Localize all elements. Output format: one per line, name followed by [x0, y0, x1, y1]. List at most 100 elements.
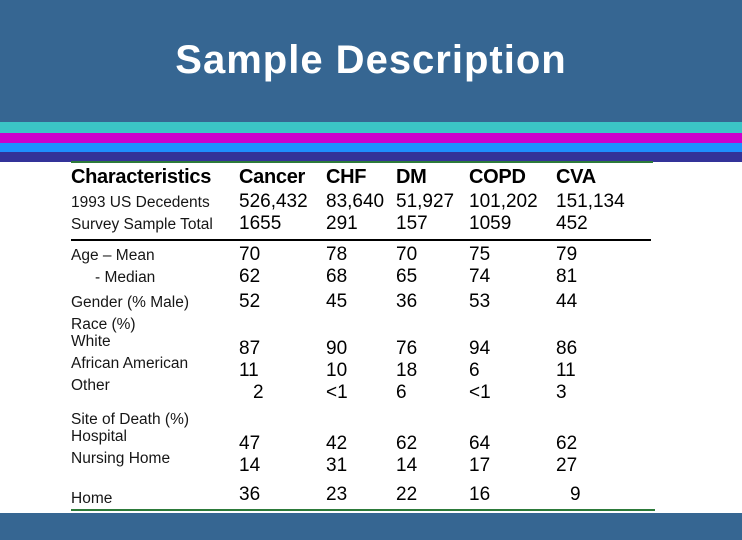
table-row: 1993 US Decedents 526,432 83,640 51,927 101,…: [71, 191, 671, 213]
cell-value: 62: [396, 433, 418, 454]
column-header-copd: COPD: [469, 166, 526, 188]
column-header-cancer: Cancer: [239, 166, 306, 188]
column-header-chf: CHF: [326, 166, 367, 188]
cell-value: 62: [239, 266, 261, 287]
accent-stripe-teal: [0, 122, 742, 133]
table-row: Race (%): [71, 316, 671, 338]
column-header-cva: CVA: [556, 166, 596, 188]
accent-stripe-navy: [0, 152, 742, 162]
cell-value: 64: [469, 433, 491, 454]
cell-value: <1: [326, 382, 348, 403]
cell-value: 52: [239, 291, 261, 312]
row-label: Race (%): [71, 316, 136, 333]
cell-value: 526,432: [239, 191, 308, 212]
cell-value: 10: [326, 360, 348, 381]
title-band: Sample Description: [0, 0, 742, 122]
footer-band: [0, 513, 742, 540]
table-body: 1993 US Decedents 526,432 83,640 51,927 101,…: [71, 191, 671, 507]
cell-value: 86: [556, 338, 578, 359]
table-row: Survey Sample Total 1655 291 157 1059 452: [71, 213, 671, 235]
table-row: Gender (% Male) 52 45 36 53 44: [71, 291, 671, 313]
cell-value: 6: [469, 360, 480, 381]
row-label: Gender (% Male): [71, 294, 190, 311]
cell-value: 78: [326, 244, 348, 265]
cell-value: 90: [326, 338, 348, 359]
row-label: Age – Mean: [71, 247, 155, 264]
cell-value: 22: [396, 484, 418, 505]
cell-value: 14: [396, 455, 418, 476]
accent-stripe-magenta: [0, 133, 742, 143]
cell-value: <1: [469, 382, 491, 403]
table-row: Nursing Home 14 31 14 17 27: [71, 450, 671, 477]
cell-value: 31: [326, 455, 348, 476]
table-header-row: Characteristics Cancer CHF DM COPD CVA: [71, 166, 671, 189]
cell-value: 16: [469, 484, 491, 505]
column-header-characteristics: Characteristics: [71, 166, 212, 188]
cell-value: 45: [326, 291, 348, 312]
table-row: Site of Death (%): [71, 411, 671, 433]
cell-value: 151,134: [556, 191, 625, 212]
cell-value: 14: [239, 455, 261, 476]
row-label: African American: [71, 355, 189, 372]
cell-value: 6: [396, 382, 407, 403]
cell-value: 83,640: [326, 191, 385, 212]
cell-value: 23: [326, 484, 348, 505]
cell-value: 3: [556, 382, 567, 403]
cell-value: 101,202: [469, 191, 538, 212]
cell-value: 70: [396, 244, 418, 265]
row-label: Hospital: [71, 428, 127, 445]
cell-value: 62: [556, 433, 578, 454]
cell-value: 11: [556, 360, 576, 381]
cell-value: 87: [239, 338, 261, 359]
cell-value: 47: [239, 433, 261, 454]
accent-stripe-blue: [0, 143, 742, 152]
cell-value: 94: [469, 338, 491, 359]
cell-value: 65: [396, 266, 418, 287]
cell-value: 1059: [469, 213, 512, 234]
table-row: Age – Mean 70 78 70 75 79: [71, 244, 671, 266]
cell-value: 157: [396, 213, 428, 234]
cell-value: 36: [239, 484, 261, 505]
cell-value: 42: [326, 433, 348, 454]
cell-value: 17: [469, 455, 491, 476]
row-label: Nursing Home: [71, 450, 171, 467]
table-row: Home 36 23 22 16 9: [71, 484, 671, 507]
cell-value: 79: [556, 244, 578, 265]
cell-value: 75: [469, 244, 491, 265]
cell-value: 18: [396, 360, 418, 381]
cell-value: 9: [570, 484, 581, 505]
table-top-rule: [71, 161, 653, 163]
cell-value: 70: [239, 244, 261, 265]
table-row: Other 2 <1 6 <1 3: [71, 377, 671, 404]
row-label: Other: [71, 377, 110, 394]
row-label: - Median: [95, 269, 156, 286]
cell-value: 44: [556, 291, 578, 312]
cell-value: 291: [326, 213, 358, 234]
column-header-dm: DM: [396, 166, 427, 188]
row-label: Survey Sample Total: [71, 216, 213, 233]
row-label: Home: [71, 490, 113, 507]
row-label: Site of Death (%): [71, 411, 190, 428]
cell-value: 27: [556, 455, 578, 476]
row-label: White: [71, 333, 111, 350]
cell-value: 53: [469, 291, 491, 312]
cell-value: 1655: [239, 213, 282, 234]
cell-value: 74: [469, 266, 491, 287]
table-row: African American 11 10 18 6 11: [71, 355, 671, 382]
table-bottom-rule: [71, 509, 655, 511]
table-row: - Median 62 68 65 74 81: [71, 266, 671, 288]
cell-value: 81: [556, 266, 578, 287]
cell-value: 452: [556, 213, 588, 234]
table-divider-rule: [71, 239, 651, 241]
cell-value: 2: [253, 382, 264, 403]
cell-value: 76: [396, 338, 418, 359]
cell-value: 36: [396, 291, 418, 312]
row-label: 1993 US Decedents: [71, 194, 210, 211]
cell-value: 51,927: [396, 191, 455, 212]
table-row: Hospital 47 42 62 64 62: [71, 428, 671, 455]
cell-value: 11: [239, 360, 259, 381]
slide-title: Sample Description: [175, 38, 567, 82]
table-row: White 87 90 76 94 86: [71, 333, 671, 360]
sample-description-table: Characteristics Cancer CHF DM COPD CVA 1…: [71, 166, 671, 507]
